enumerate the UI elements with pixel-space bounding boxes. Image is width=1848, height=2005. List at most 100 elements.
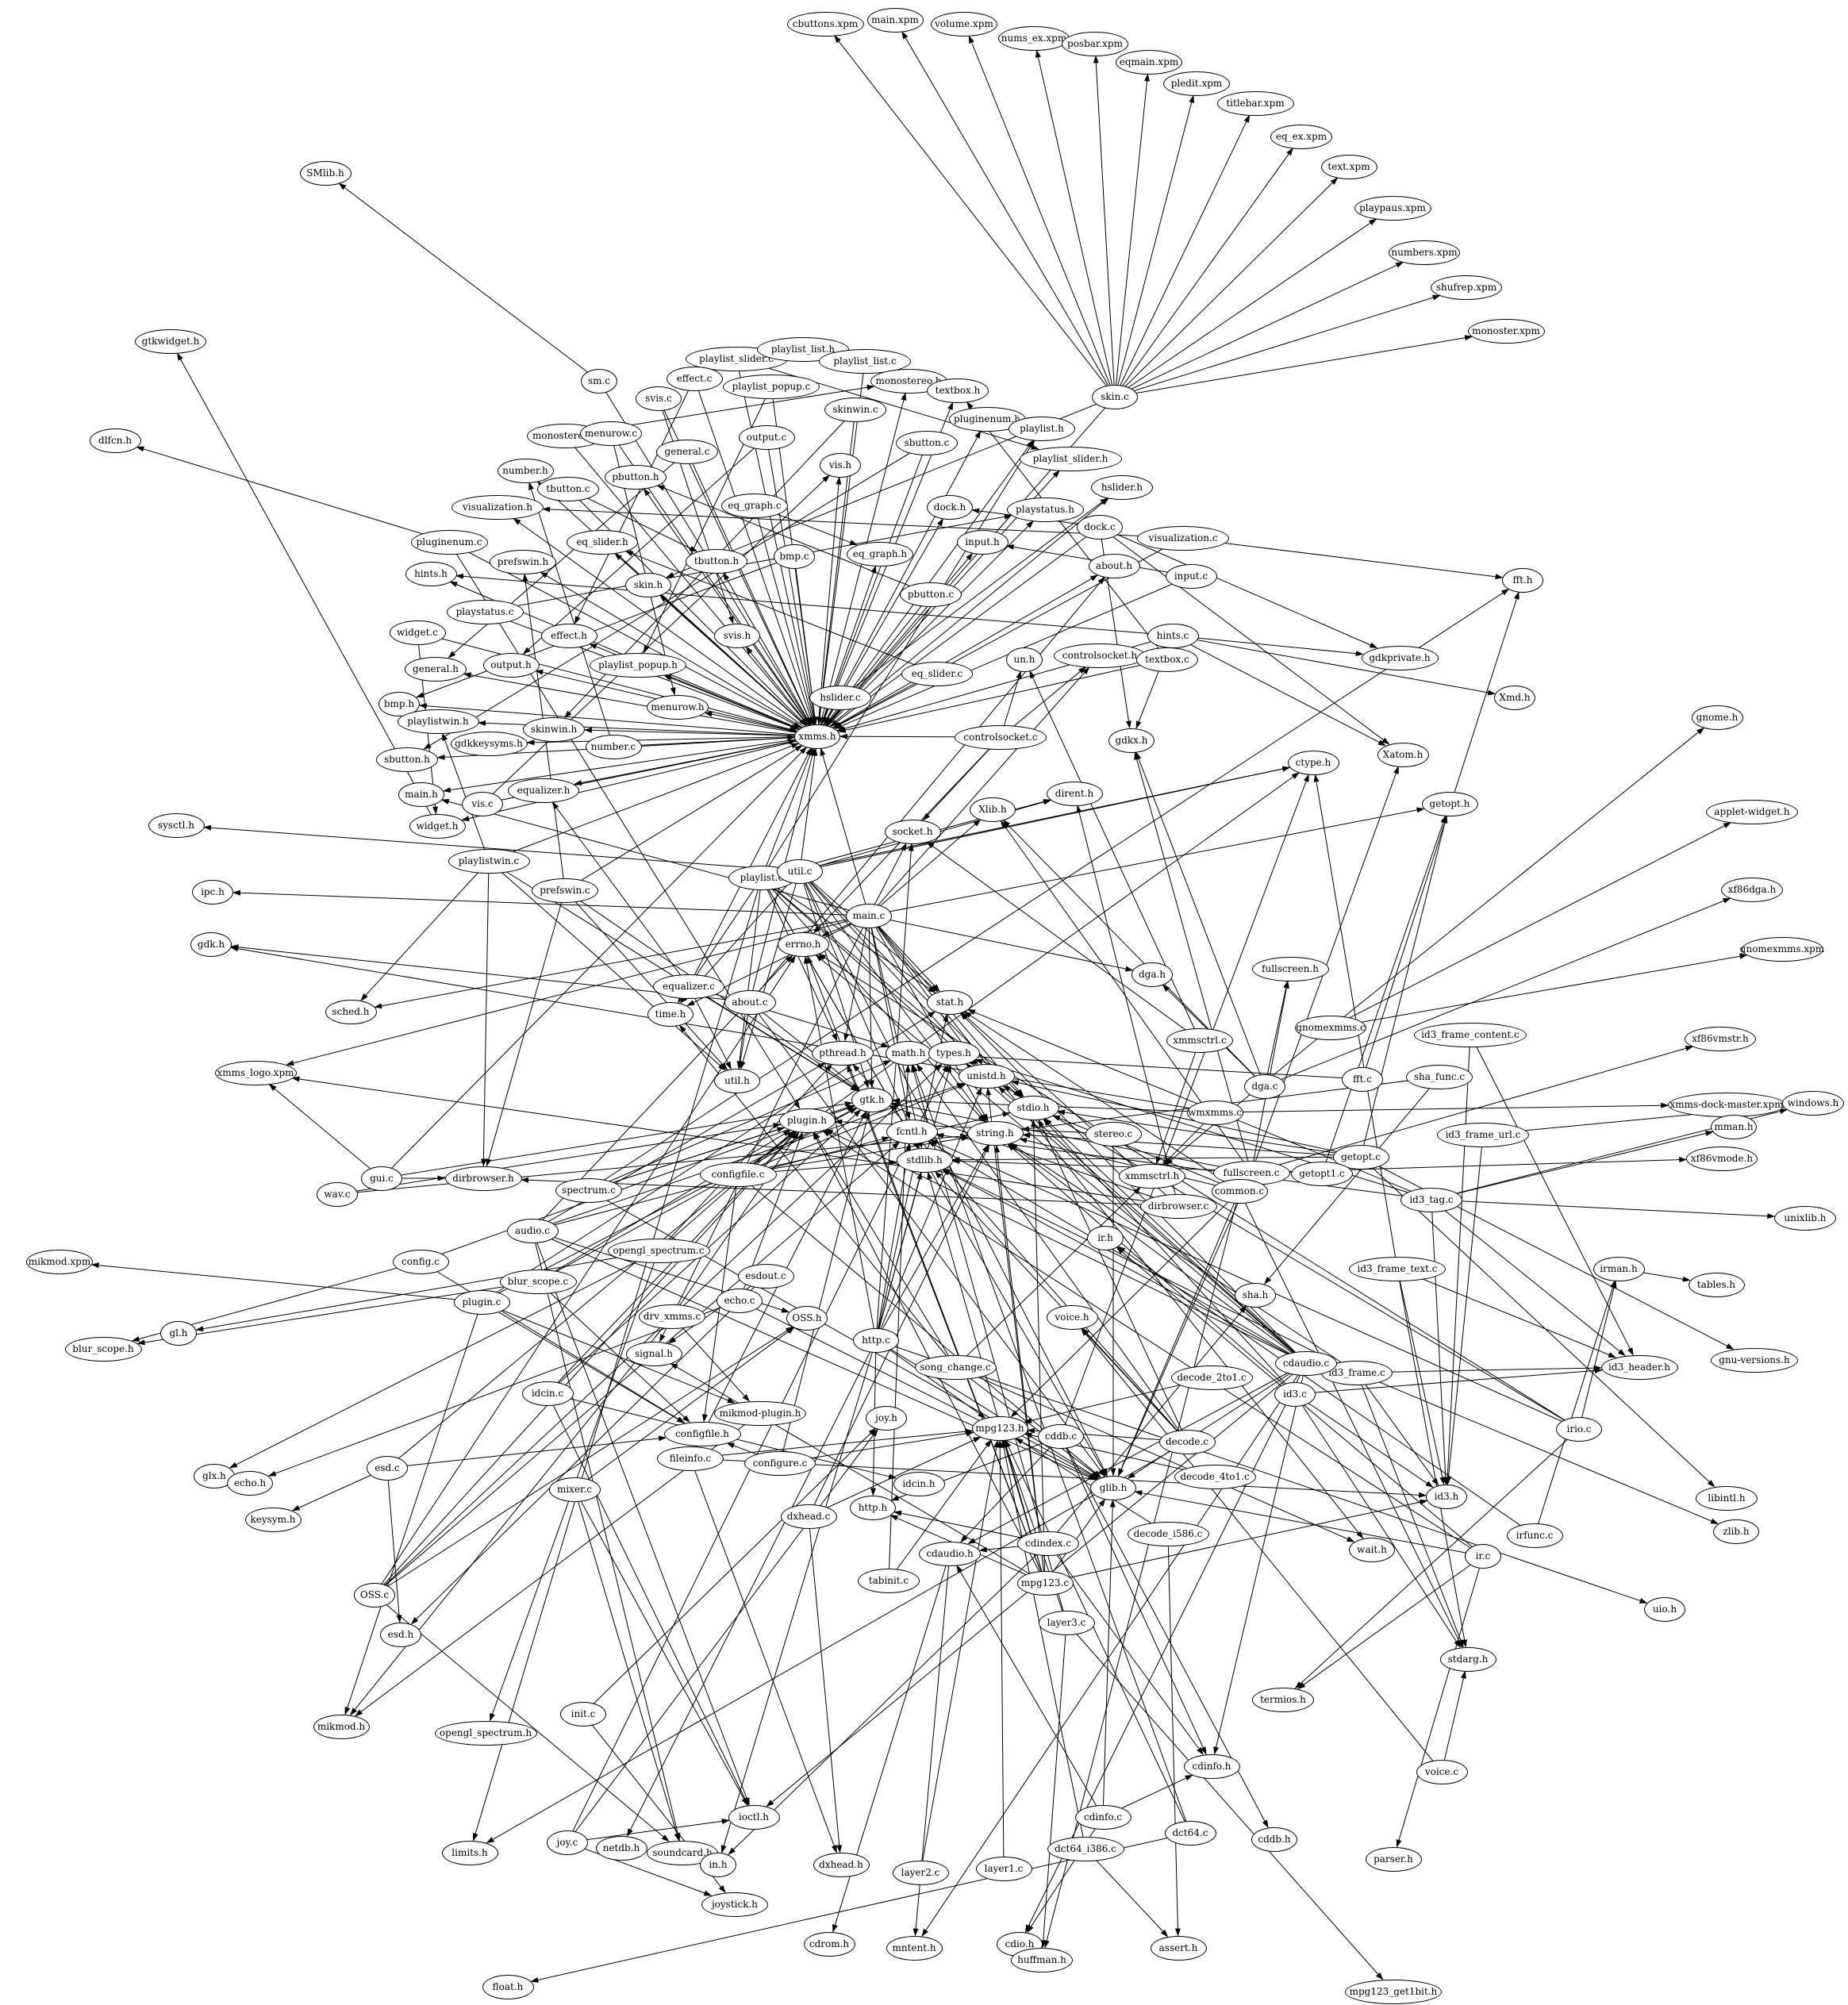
- graph-node-configfile.h: configfile.h: [663, 1421, 741, 1446]
- graph-node-tbutton.c: tbutton.c: [537, 476, 599, 501]
- edge-esd.c-to-esd.h: [386, 1467, 402, 1623]
- edge-id3_tag.c-to-mman.h: [1431, 1131, 1714, 1200]
- graph-node-hslider.c: hslider.c: [809, 685, 871, 710]
- graph-node-eq_slider.h: eq_slider.h: [567, 529, 638, 555]
- edge-playstatus.c-to-playstatus.h: [484, 513, 1012, 613]
- graph-node-joy.h: joy.h: [866, 1405, 907, 1431]
- edge-main.c-to-xmms.h: [820, 747, 870, 916]
- edge-ir.c-to-glib.h: [1134, 1490, 1484, 1557]
- graph-node-sbutton.h: sbutton.h: [376, 747, 438, 772]
- graph-node-shufrep.xpm: shufrep.xpm: [1431, 275, 1502, 300]
- edge-cddb.c-to-cdinfo.h: [1060, 1435, 1207, 1755]
- edge-http.c-to-string.h: [875, 1144, 989, 1341]
- edge-cdaudio.c-to-unistd.h: [997, 1086, 1307, 1364]
- graph-node-menurow.c: menurow.c: [580, 421, 642, 446]
- graph-node-xmms_logo.xpm: xmms_logo.xpm: [214, 1060, 297, 1085]
- graph-node-types.h: types.h: [928, 1040, 980, 1066]
- graph-node-skinwin.h: skinwin.h: [523, 716, 585, 742]
- edge-skin.c-to-numbers.xpm: [1114, 262, 1404, 398]
- graph-node-sysctl.h: sysctl.h: [148, 812, 205, 838]
- edge-xmms.h-to-monostereo.h: [816, 392, 907, 737]
- edge-common.c-to-stdarg.h: [1239, 1190, 1463, 1648]
- edge-xmms.h-to-about.h: [816, 574, 1099, 737]
- graph-node-gnomexmms.c: gnomexmms.c: [1295, 1015, 1366, 1040]
- edge-equalizer.c-to-equalizer.h: [551, 801, 690, 987]
- edge-about.c-to-glib.h: [749, 1001, 1105, 1477]
- graph-node-mpg123.c: mpg123.c: [1016, 1570, 1074, 1596]
- edge-playlist.c-to-unistd.h: [761, 877, 975, 1066]
- edge-id3.c-to-id3_header.h: [1294, 1367, 1603, 1395]
- graph-node-fileinfo.c: fileinfo.c: [657, 1446, 724, 1471]
- graph-node-ir.h: ir.h: [1087, 1225, 1124, 1250]
- graph-node-sched.h: sched.h: [325, 999, 377, 1024]
- edge-sm.c-to-SMlib.h: [338, 182, 600, 382]
- edge-cdinfo.c-to-cdaudio.h: [956, 1565, 1104, 1818]
- graph-node-equalizer.c: equalizer.c: [653, 974, 724, 999]
- graph-node-esd.c: esd.c: [367, 1455, 408, 1481]
- edge-mpg123.c-to-id3.h: [1044, 1499, 1428, 1584]
- graph-node-getopt.h: getopt.h: [1421, 791, 1478, 816]
- edge-widget.h-to-gtkwidget.h: [176, 352, 438, 827]
- graph-node-cddb.h: cddb.h: [1251, 1826, 1297, 1852]
- edge-dxhead.c-to-string.h: [808, 1144, 990, 1517]
- edge-id3_frame_text.c-to-stdarg.h: [1397, 1268, 1468, 1648]
- edge-layer1.c-to-mpg123.h: [997, 1439, 1005, 1869]
- edge-playlist.c-to-string.h: [761, 877, 985, 1123]
- graph-node-mikmod.xpm: mikmod.xpm: [26, 1249, 93, 1274]
- graph-node-joy.c: joy.c: [547, 1830, 588, 1855]
- edge-cdindex.c-to-in.h: [728, 1542, 1049, 1855]
- graph-node-cddb.c: cddb.c: [1038, 1423, 1084, 1449]
- graph-node-input.c: input.c: [1165, 563, 1217, 589]
- graph-node-id3.h: id3.h: [1426, 1484, 1467, 1509]
- graph-node-Xmd.h: Xmd.h: [1494, 685, 1535, 710]
- graph-node-output.c: output.c: [738, 424, 795, 450]
- edge-dirbrowser.c-to-dirent.h: [1076, 805, 1179, 1207]
- graph-node-playlistwin.c: playlistwin.c: [448, 848, 530, 874]
- edge-id3_frame.c-to-id3.h: [1356, 1372, 1439, 1486]
- edge-fft.c-to-math.h: [930, 1051, 1363, 1080]
- edge-id3_frame_text.c-to-id3_header.h: [1397, 1268, 1616, 1358]
- graph-node-windows.h: windows.h: [1782, 1090, 1844, 1116]
- edge-skin.c-to-eq_ex.xpm: [1114, 148, 1293, 398]
- graph-node-dirbrowser.c: dirbrowser.c: [1139, 1193, 1217, 1219]
- graph-node-prefswin.h: prefswin.h: [490, 549, 556, 574]
- graph-node-cdrom.h: cdrom.h: [803, 1931, 855, 1957]
- graph-node-sbutton.c: sbutton.c: [896, 430, 958, 455]
- graph-node-eqmain.xpm: eqmain.xpm: [1116, 49, 1182, 75]
- graph-node-idcin.c: idcin.c: [521, 1381, 574, 1406]
- graph-node-blur_scope.h: blur_scope.h: [64, 1336, 142, 1362]
- graph-node-vis.c: vis.c: [462, 791, 503, 816]
- edge-svis.c-to-svis.h: [658, 398, 734, 624]
- edge-id3.c-to-id3.h: [1294, 1393, 1434, 1488]
- graph-node-id3.c: id3.c: [1274, 1381, 1316, 1407]
- edge-dga.c-to-xf86dga.h: [1264, 897, 1731, 1087]
- edge-fft.c-to-fft.h: [1362, 591, 1520, 1080]
- graph-node-dga.c: dga.c: [1244, 1074, 1285, 1099]
- edge-wmxmms.c-to-xmms-dock-master.xpm: [1214, 1102, 1669, 1113]
- edge-configfile.c-to-stdio.h: [737, 1112, 1011, 1175]
- graph-node-widget.h: widget.h: [409, 813, 466, 839]
- edge-cdaudio.c-to-fcntl.h: [927, 1140, 1307, 1364]
- edge-dga.c-to-gdkx.h: [1135, 751, 1266, 1087]
- edge-spectrum.c-to-math.h: [588, 1060, 892, 1191]
- graph-node-keysym.h: keysym.h: [244, 1507, 302, 1532]
- edge-cdinfo.c-to-cdio.h: [1027, 1816, 1104, 1934]
- edge-util.c-to-string.h: [799, 870, 987, 1123]
- graph-node-sm.c: sm.c: [581, 368, 617, 394]
- graph-node-effect.c: effect.c: [666, 366, 723, 391]
- edge-xmms.h-to-eq_graph.h: [816, 565, 877, 737]
- graph-node-playlist_slider.h: playlist_slider.h: [1019, 446, 1122, 471]
- edge-main.c-to-wait.h: [868, 915, 1364, 1539]
- graph-node-id3_frame_url.c: id3_frame_url.c: [1437, 1122, 1529, 1147]
- edge-configure.c-to-gtk.h: [779, 1111, 870, 1464]
- graph-node-output.h: output.h: [482, 652, 540, 678]
- edge-playlist.c-to-stat.h: [761, 877, 936, 993]
- edge-mpg123.c-to-stdio.h: [1031, 1119, 1046, 1584]
- graph-node-nums_ex.xpm: nums_ex.xpm: [998, 25, 1070, 51]
- graph-node-mpg123.h: mpg123.h: [971, 1415, 1028, 1441]
- edge-dock.c-to-xmms.h: [830, 526, 1101, 728]
- edge-audio.c-to-pthread.h: [532, 1062, 826, 1231]
- graph-node-visualization.h: visualization.h: [451, 494, 544, 520]
- edge-hints.c-to-Xmd.h: [1172, 635, 1496, 696]
